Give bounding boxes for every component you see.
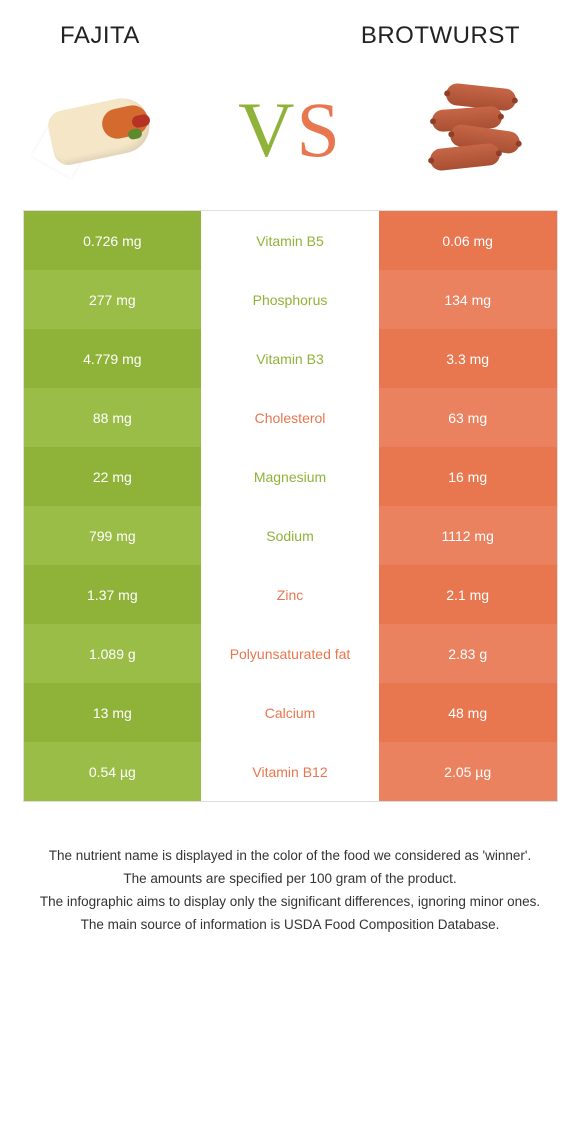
footer-notes: The nutrient name is displayed in the co… bbox=[23, 846, 558, 938]
vs-v: V bbox=[238, 91, 296, 169]
left-value: 13 mg bbox=[24, 683, 202, 742]
table-row: 13 mgCalcium48 mg bbox=[24, 683, 557, 742]
right-value: 2.1 mg bbox=[379, 565, 557, 624]
table-row: 0.726 mgVitamin B50.06 mg bbox=[24, 211, 557, 270]
table-row: 22 mgMagnesium16 mg bbox=[24, 447, 557, 506]
nutrient-label: Phosphorus bbox=[201, 270, 379, 329]
table-row: 277 mgPhosphorus134 mg bbox=[24, 270, 557, 329]
nutrient-table: 0.726 mgVitamin B50.06 mg277 mgPhosphoru… bbox=[23, 210, 558, 802]
left-value: 277 mg bbox=[24, 270, 202, 329]
right-value: 63 mg bbox=[379, 388, 557, 447]
footer-line: The nutrient name is displayed in the co… bbox=[29, 846, 552, 867]
hero-row: VS bbox=[23, 60, 558, 210]
right-value: 48 mg bbox=[379, 683, 557, 742]
nutrient-label: Polyunsaturated fat bbox=[201, 624, 379, 683]
left-value: 4.779 mg bbox=[24, 329, 202, 388]
nutrient-label: Sodium bbox=[201, 506, 379, 565]
table-row: 1.37 mgZinc2.1 mg bbox=[24, 565, 557, 624]
nutrient-label: Calcium bbox=[201, 683, 379, 742]
right-value: 1112 mg bbox=[379, 506, 557, 565]
footer-line: The infographic aims to display only the… bbox=[29, 892, 552, 913]
footer-line: The main source of information is USDA F… bbox=[29, 915, 552, 936]
fajita-image bbox=[33, 80, 183, 180]
right-value: 3.3 mg bbox=[379, 329, 557, 388]
nutrient-label: Cholesterol bbox=[201, 388, 379, 447]
footer-line: The amounts are specified per 100 gram o… bbox=[29, 869, 552, 890]
left-value: 799 mg bbox=[24, 506, 202, 565]
vs-label: VS bbox=[238, 91, 342, 169]
brotwurst-image bbox=[397, 80, 547, 180]
vs-s: S bbox=[296, 91, 341, 169]
left-value: 1.089 g bbox=[24, 624, 202, 683]
right-value: 2.83 g bbox=[379, 624, 557, 683]
left-food-title: FAJITA bbox=[60, 22, 140, 50]
left-value: 0.726 mg bbox=[24, 211, 202, 270]
right-value: 0.06 mg bbox=[379, 211, 557, 270]
left-value: 1.37 mg bbox=[24, 565, 202, 624]
right-food-title: BROTWURST bbox=[361, 22, 520, 50]
nutrient-label: Vitamin B5 bbox=[201, 211, 379, 270]
right-value: 2.05 µg bbox=[379, 742, 557, 801]
table-row: 88 mgCholesterol63 mg bbox=[24, 388, 557, 447]
left-value: 0.54 µg bbox=[24, 742, 202, 801]
left-value: 88 mg bbox=[24, 388, 202, 447]
nutrient-label: Magnesium bbox=[201, 447, 379, 506]
right-value: 134 mg bbox=[379, 270, 557, 329]
nutrient-label: Vitamin B3 bbox=[201, 329, 379, 388]
left-value: 22 mg bbox=[24, 447, 202, 506]
nutrient-label: Zinc bbox=[201, 565, 379, 624]
table-row: 4.779 mgVitamin B33.3 mg bbox=[24, 329, 557, 388]
table-row: 0.54 µgVitamin B122.05 µg bbox=[24, 742, 557, 801]
right-value: 16 mg bbox=[379, 447, 557, 506]
header: FAJITA BROTWURST bbox=[0, 0, 580, 60]
table-row: 1.089 gPolyunsaturated fat2.83 g bbox=[24, 624, 557, 683]
nutrient-label: Vitamin B12 bbox=[201, 742, 379, 801]
table-row: 799 mgSodium1112 mg bbox=[24, 506, 557, 565]
